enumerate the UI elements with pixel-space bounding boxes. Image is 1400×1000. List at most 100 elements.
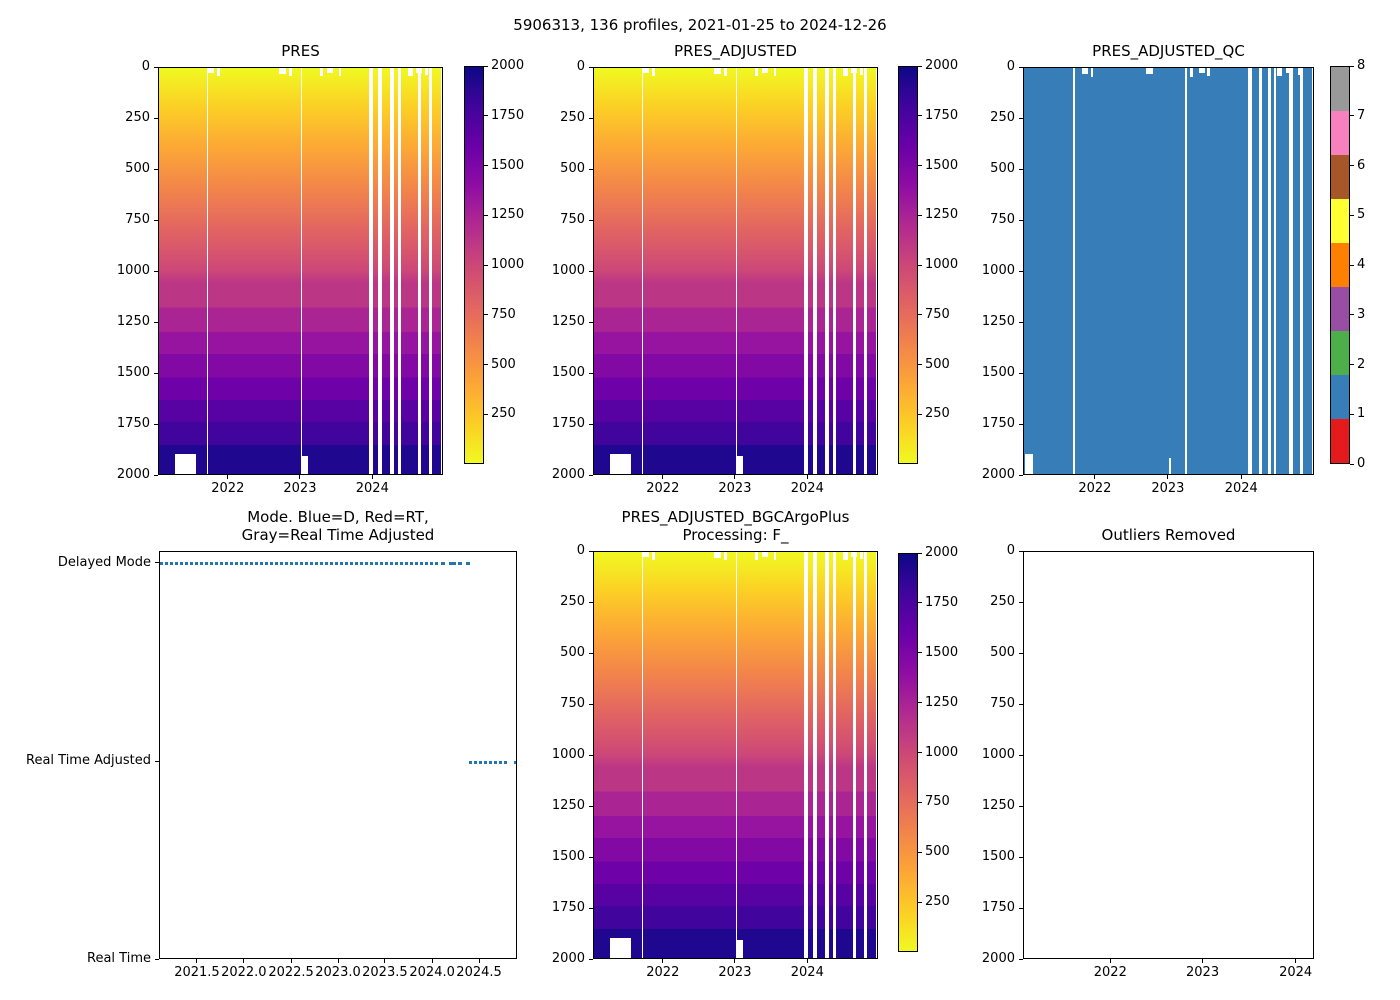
y-tick-mark (1019, 601, 1023, 603)
shallow-data-notch (408, 68, 413, 77)
y-tick-label: 2000 (116, 467, 150, 482)
y-tick-label: 1250 (116, 314, 150, 329)
colorbar-tick-mark (918, 652, 922, 654)
deep-data-notch (737, 940, 744, 958)
missing-profile-gap (833, 552, 837, 958)
colorbar-tick-label: 1250 (925, 694, 959, 710)
x-tick-label: 2024 (355, 481, 389, 496)
colorbar-pres_adjusted (898, 66, 918, 464)
colorbar-tick-label: 0 (1357, 456, 1366, 471)
y-tick-mark (1019, 219, 1023, 221)
missing-profile-gap (300, 68, 303, 474)
shallow-data-notch (762, 68, 769, 73)
mode-line-segment (457, 562, 463, 566)
colorbar-tick-label: 750 (925, 306, 950, 322)
x-tick-label: 2023 (1186, 965, 1220, 980)
missing-profile-gap (641, 552, 644, 958)
y-tick-label: 2000 (551, 467, 585, 482)
x-tick-label: 2022 (646, 481, 680, 496)
shallow-data-notch (774, 68, 777, 77)
mode-line-segment (441, 562, 445, 566)
y-tick-mark (589, 270, 593, 272)
y-tick-label: 1000 (981, 263, 1015, 278)
y-tick-mark (589, 754, 593, 756)
panel-qc-title: PRES_ADJUSTED_QC (1092, 42, 1245, 60)
y-tick-mark (1019, 372, 1023, 374)
shallow-data-notch (207, 68, 214, 73)
shallow-data-notch (652, 552, 655, 561)
y-tick-label: 1000 (981, 747, 1015, 762)
missing-profile-gap (876, 68, 877, 474)
y-tick-label: 1000 (551, 263, 585, 278)
y-tick-label: 500 (990, 645, 1015, 660)
y-tick-mark (589, 168, 593, 170)
panel-bgc (593, 551, 878, 959)
colorbar-tick-label: 1250 (925, 207, 959, 223)
y-tick-mark (1019, 652, 1023, 654)
colorbar-tick-label: 1500 (491, 157, 525, 173)
panel-mode (159, 551, 517, 959)
missing-profile-gap (825, 552, 829, 958)
x-tick-mark (196, 959, 198, 963)
shallow-data-notch (642, 68, 649, 73)
y-tick-label: 750 (990, 696, 1015, 711)
shallow-data-notch (1285, 68, 1292, 73)
shallow-data-notch (339, 68, 342, 77)
colorbar-tick-mark (918, 602, 922, 604)
y-tick-mark (589, 601, 593, 603)
mode-line-segment (466, 562, 470, 566)
y-tick-label: 1250 (551, 798, 585, 813)
deep-data-notch (1311, 447, 1313, 474)
shallow-data-notch (850, 68, 857, 73)
x-tick-label: 2022 (211, 481, 245, 496)
colorbar-tick-mark (918, 413, 922, 415)
y-tick-label: 1000 (551, 747, 585, 762)
shallow-data-notch (288, 68, 293, 77)
x-tick-mark (243, 959, 245, 963)
panel-outliers (1023, 551, 1314, 959)
missing-profile-gap (1289, 68, 1293, 474)
colorbar-tick-label: 1500 (925, 644, 959, 660)
colorbar-tick-mark (484, 413, 488, 415)
y-tick-mark (1019, 550, 1023, 552)
x-tick-label: 2024 (790, 481, 824, 496)
missing-profile-gap (1300, 68, 1303, 474)
y-tick-label: 2000 (551, 951, 585, 966)
x-tick-label: 2024.5 (456, 965, 502, 980)
y-tick-label: 500 (560, 161, 585, 176)
deep-data-notch (609, 937, 632, 958)
x-tick-label: 2023 (718, 481, 752, 496)
y-tick-label: 1750 (551, 900, 585, 915)
mode-line-segment (514, 760, 516, 764)
y-tick-label: 250 (125, 110, 150, 125)
x-tick-label: 2022.5 (268, 965, 314, 980)
y-tick-label: 0 (141, 59, 150, 74)
x-tick-mark (806, 475, 808, 479)
y-tick-label: 750 (560, 696, 585, 711)
x-tick-mark (337, 959, 339, 963)
y-tick-mark (1019, 856, 1023, 858)
y-tick-label: Real Time Adjusted (26, 753, 151, 769)
x-tick-mark (1109, 959, 1111, 963)
colorbar-tick-mark (484, 264, 488, 266)
shallow-data-notch (723, 68, 728, 77)
missing-profile-gap (825, 68, 829, 474)
x-tick-mark (478, 959, 480, 963)
y-tick-mark (154, 321, 158, 323)
x-tick-label: 2022 (1093, 965, 1127, 980)
missing-profile-gap (1312, 68, 1313, 474)
colorbar-tick-label: 3 (1357, 306, 1366, 322)
y-tick-label: Real Time (87, 951, 151, 966)
y-tick-mark (589, 550, 593, 552)
y-tick-mark (154, 372, 158, 374)
colorbar-tick-label: 1000 (925, 257, 959, 272)
missing-profile-gap (378, 68, 382, 474)
y-tick-mark (589, 372, 593, 374)
panel-mode-title: Mode. Blue=D, Red=RT, Gray=Real Time Adj… (241, 508, 435, 544)
x-tick-label: 2023.5 (362, 965, 408, 980)
y-tick-mark (1019, 117, 1023, 119)
deep-data-notch (1025, 453, 1034, 474)
x-tick-mark (734, 475, 736, 479)
colorbar-tick-mark (918, 165, 922, 166)
deep-data-notch (737, 456, 744, 474)
